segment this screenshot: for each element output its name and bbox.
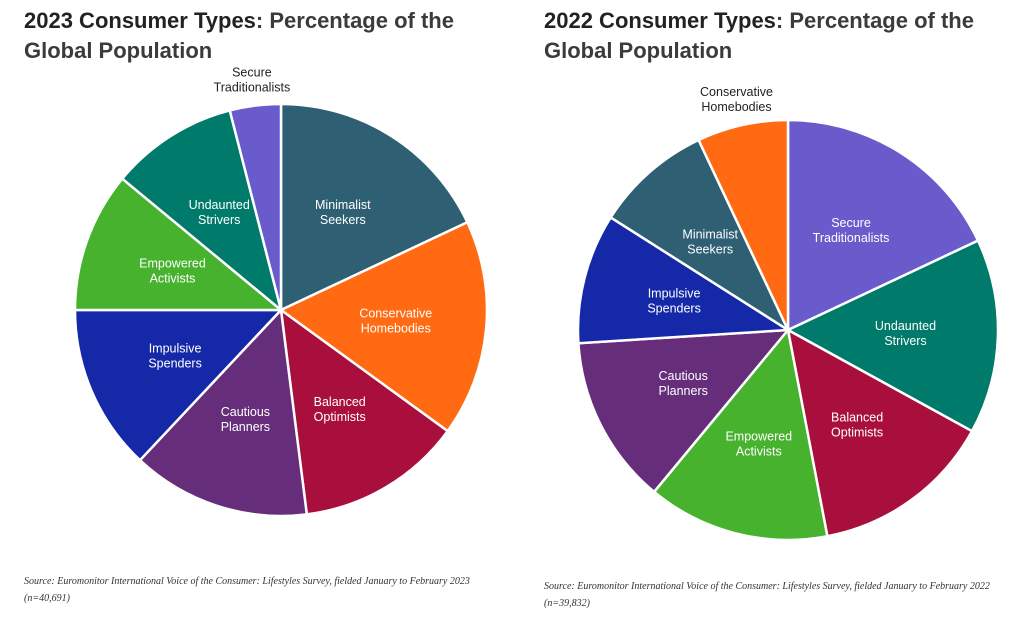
pie-slice-secure-traditionalists: [228, 102, 283, 311]
pie-label-cautious-planners: Cautious Planners: [221, 405, 270, 434]
pie-label-conservative-homebodies: Conservative Homebodies: [359, 306, 432, 335]
pie-slice-minimalist-seekers: [608, 138, 791, 334]
pie-label-balanced-optimists: Balanced Optimists: [314, 395, 366, 424]
pie-label-secure-traditionalists: Secure Traditionalists: [813, 216, 890, 245]
source-note-2022: Source: Euromonitor International Voice …: [544, 581, 990, 609]
pie-label-balanced-optimists: Balanced Optimists: [831, 411, 883, 440]
pie-label-empowered-activists: Empowered Activists: [725, 429, 792, 458]
pie-slice-empowered-activists: [73, 176, 285, 312]
pie-slice-minimalist-seekers: [279, 102, 470, 312]
pie-slice-balanced-optimists: [786, 327, 974, 538]
chart-title-2022: 2022 Consumer Types: Percentage of the G…: [544, 8, 974, 63]
pie-label-minimalist-seekers: Minimalist Seekers: [682, 227, 738, 256]
pie-label-secure-traditionalists: Secure Traditionalists: [214, 65, 291, 94]
chart-2023: 2023 Consumer Types: Percentage of the G…: [24, 8, 489, 604]
pie-slice-conservative-homebodies: [696, 118, 790, 331]
pie-label-empowered-activists: Empowered Activists: [139, 256, 206, 285]
source-note-2023: Source: Euromonitor International Voice …: [24, 576, 470, 604]
pie-slice-impulsive-spenders: [576, 215, 792, 345]
pie-slice-secure-traditionalists: [786, 118, 980, 332]
pie-label-impulsive-spenders: Impulsive Spenders: [647, 286, 701, 315]
pie-label-undaunted-strivers: Undaunted Strivers: [189, 198, 250, 227]
pie-slice-cautious-planners: [577, 328, 791, 494]
pie-slice-conservative-homebodies: [278, 220, 489, 433]
pie-chart-2022: Secure Traditionalists Undaunted Strivers Ba…: [576, 85, 1000, 542]
pie-slice-impulsive-spenders: [73, 308, 284, 462]
pie-slice-undaunted-strivers: [785, 238, 1000, 433]
pie-label-conservative-homebodies: Conservative Homebodies: [700, 85, 773, 114]
pie-label-minimalist-seekers: Minimalist Seekers: [315, 198, 371, 227]
pie-label-undaunted-strivers: Undaunted Strivers: [875, 319, 936, 348]
pie-slice-cautious-planners: [138, 307, 309, 518]
chart-title-2023: 2023 Consumer Types: Percentage of the G…: [24, 8, 454, 63]
pie-chart-2023: Minimalist Seekers Conservative Homebodies B…: [73, 65, 489, 518]
pie-slice-empowered-activists: [652, 327, 829, 542]
pie-label-impulsive-spenders: Impulsive Spenders: [148, 341, 202, 370]
pie-label-cautious-planners: Cautious Planners: [659, 369, 708, 398]
pie-slice-balanced-optimists: [279, 307, 450, 516]
chart-2022: 2022 Consumer Types: Percentage of the G…: [512, 0, 1024, 623]
